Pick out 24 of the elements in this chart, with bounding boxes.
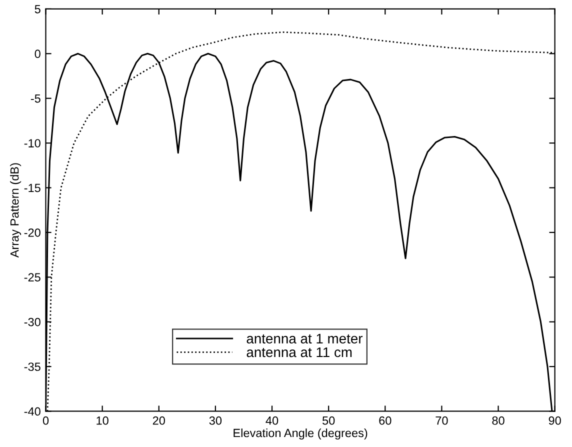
y-tick-label: -5: [30, 94, 40, 103]
y-tick-label: -25: [24, 273, 40, 282]
x-tick-label: 90: [548, 416, 561, 425]
y-tick-label: 0: [34, 50, 40, 58]
x-tick-label: 40: [266, 416, 278, 425]
x-tick-label: 0: [42, 416, 49, 425]
y-axis-title: Array Pattern (dB): [10, 163, 22, 258]
x-tick-label: 20: [152, 416, 165, 425]
x-tick-label: 30: [209, 416, 222, 425]
y-tick-label: -30: [24, 318, 40, 326]
x-tick-label: 10: [96, 416, 108, 425]
y-tick-label: -10: [24, 139, 40, 148]
y-tick-label: -20: [24, 228, 40, 237]
legend-label: antenna at 11 cm: [246, 347, 352, 358]
y-tick-label: -35: [24, 362, 40, 371]
legend-label: antenna at 1 meter: [246, 334, 363, 344]
y-tick-label: -40: [24, 407, 40, 416]
x-tick-label: 50: [322, 416, 335, 425]
x-tick-label: 60: [379, 416, 392, 425]
y-tick-label: 5: [34, 5, 40, 14]
x-axis-title: Elevation Angle (degrees): [234, 428, 368, 440]
x-tick-label: 80: [492, 416, 504, 425]
y-tick-label: -15: [24, 184, 40, 192]
x-tick-label: 70: [436, 416, 448, 425]
